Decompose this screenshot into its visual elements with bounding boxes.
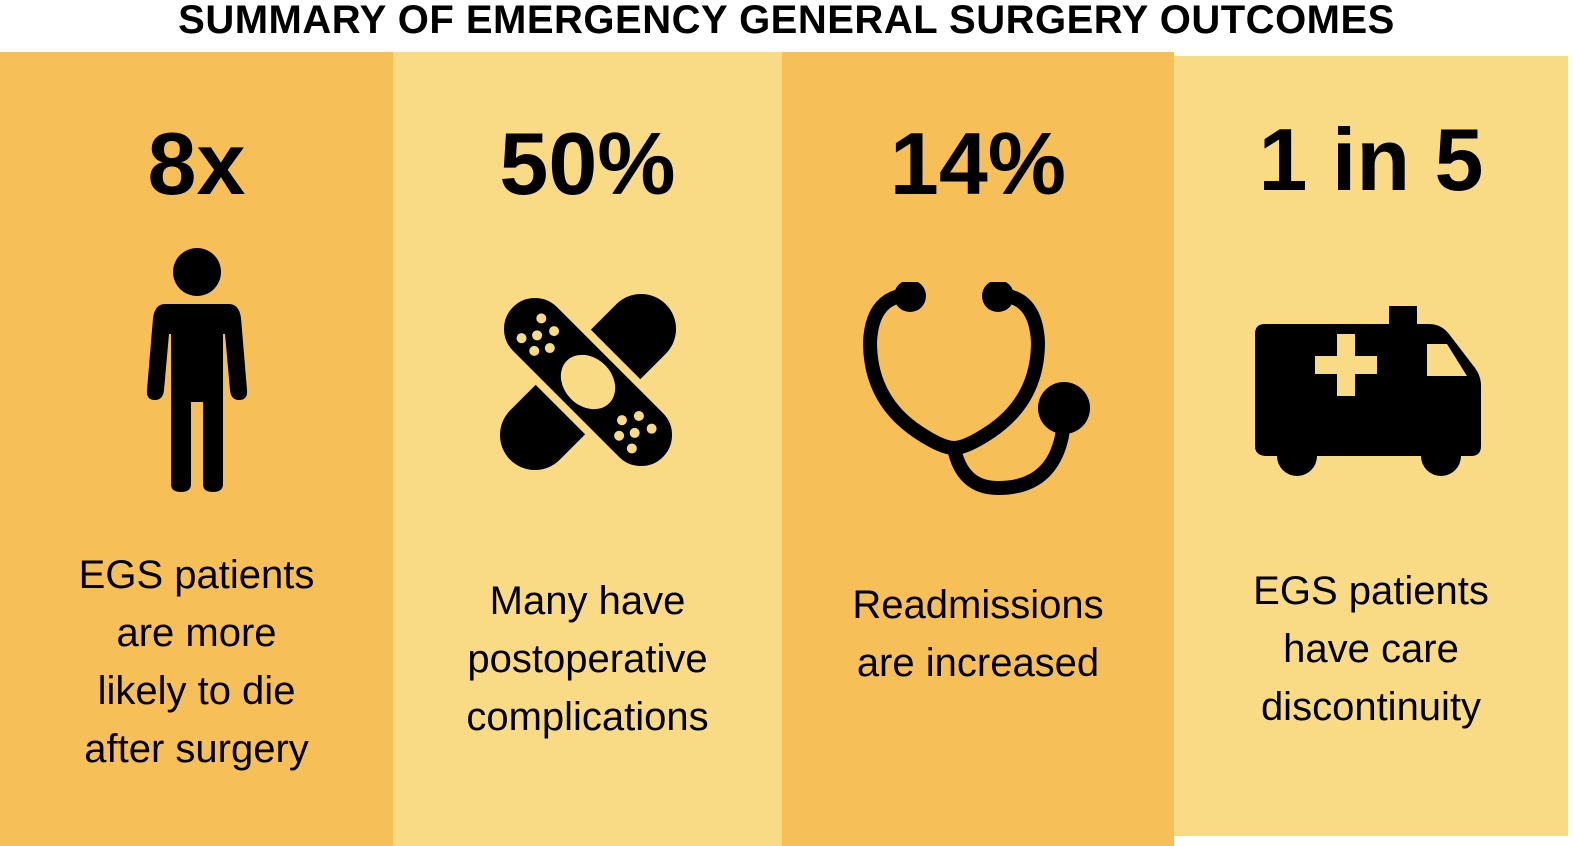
panel-complications: 50% M — [393, 52, 782, 846]
panel-readmissions: 14% Readmissions are increased — [782, 52, 1174, 846]
stat-value: 1 in 5 — [1258, 110, 1484, 209]
panel-caption: EGS patients have care discontinuity — [1253, 569, 1489, 729]
panel-caption: Readmissions are increased — [852, 583, 1104, 685]
panel-caption: Many have postoperative complications — [466, 579, 709, 739]
stat-value: 50% — [499, 114, 676, 213]
person-icon — [0, 242, 393, 502]
stethoscope-icon — [782, 242, 1174, 502]
panel-caption: EGS patients are more likely to die afte… — [78, 553, 315, 771]
stat-value: 14% — [889, 114, 1067, 213]
ambulance-icon — [1174, 246, 1568, 506]
page-title: SUMMARY OF EMERGENCY GENERAL SURGERY OUT… — [178, 0, 1395, 42]
panel-mortality: 8x EGS patients are more likely to die a… — [0, 52, 393, 846]
stat-value: 8x — [147, 114, 246, 213]
panel-care-discontinuity: 1 in 5 EGS patients have care discontinu… — [1174, 56, 1568, 836]
bandage-icon — [393, 242, 782, 502]
